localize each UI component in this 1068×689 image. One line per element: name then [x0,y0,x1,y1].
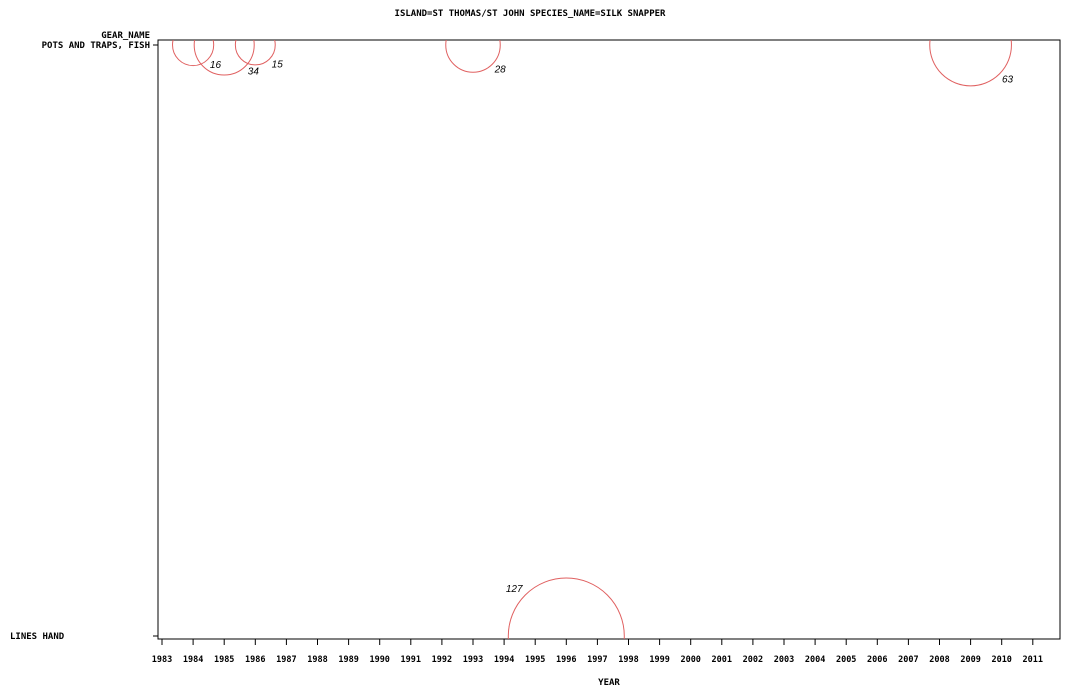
bubble [507,577,625,639]
bubble-label: 127 [506,584,523,595]
x-tick-label: 2011 [1023,655,1043,665]
x-tick-label: 1985 [214,655,234,665]
x-tick-label: 2010 [991,655,1011,665]
x-tick-label: 1990 [369,655,389,665]
x-tick-label: 1987 [276,655,296,665]
x-tick-label: 2009 [960,655,980,665]
x-tick-label: 1988 [307,655,327,665]
x-tick-label: 1991 [401,655,421,665]
y-tick-label: POTS AND TRAPS, FISH [42,41,150,51]
x-tick-label: 2000 [680,655,700,665]
x-tick-label: 1984 [183,655,203,665]
x-tick-label: 2002 [743,655,763,665]
bubble [193,40,255,76]
x-tick-label: 1997 [587,655,607,665]
x-tick-label: 1995 [525,655,545,665]
x-tick-label: 2008 [929,655,949,665]
x-tick-label: 1999 [649,655,669,665]
x-tick-label: 1989 [338,655,358,665]
bubble-label: 16 [210,60,222,71]
x-tick-label: 1993 [463,655,483,665]
x-tick-label: 1994 [494,655,514,665]
x-tick-label: 1983 [152,655,172,665]
bubble-label: 15 [272,59,284,70]
bubble-label: 63 [1002,74,1014,85]
x-tick-label: 2007 [898,655,918,665]
bubble-label: 34 [248,67,260,78]
y-tick-label: LINES HAND [10,632,65,642]
x-tick-label: 2006 [867,655,887,665]
bubble [234,40,276,66]
x-tick-label: 2005 [836,655,856,665]
y-axis-title: GEAR_NAME [101,31,150,41]
x-tick-label: 1996 [556,655,576,665]
x-tick-label: 1986 [245,655,265,665]
bubble-label: 28 [494,65,507,76]
bubble [929,40,1012,87]
x-tick-label: 2001 [712,655,732,665]
x-tick-label: 2003 [774,655,794,665]
x-tick-label: 1992 [432,655,452,665]
chart-title: ISLAND=ST THOMAS/ST JOHN SPECIES_NAME=SI… [395,9,667,19]
bubble [445,40,501,73]
x-tick-label: 1998 [618,655,638,665]
bubble [172,40,215,67]
x-tick-label: 2004 [805,655,825,665]
plot-frame [157,39,1061,640]
x-axis-title: YEAR [598,678,620,688]
